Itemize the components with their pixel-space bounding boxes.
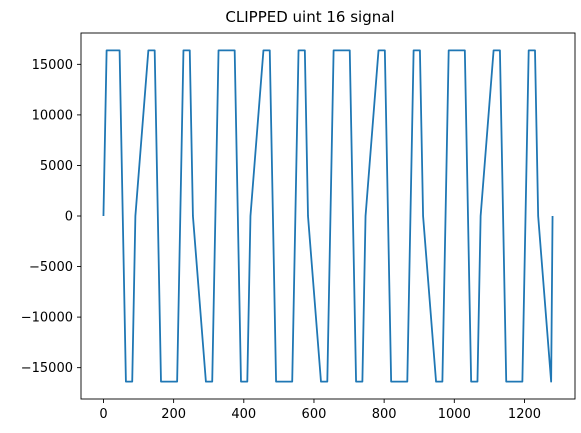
y-tick-label: 15000 [32, 58, 73, 73]
x-tick-label: 1000 [438, 407, 471, 422]
y-tick-label: −5000 [29, 260, 73, 275]
x-tick-label: 400 [231, 407, 256, 422]
x-tick-label: 1200 [508, 407, 541, 422]
axes: 0 200 400 600 800 1000 1200 −15000 −10000 −5000 0 5… [21, 32, 576, 422]
y-tick-label: −10000 [21, 311, 73, 326]
x-tick-label: 0 [99, 407, 107, 422]
y-tick-label: −15000 [21, 361, 73, 376]
y-tick-label: 0 [65, 210, 73, 225]
x-tick-label: 800 [372, 407, 397, 422]
y-tick-label: 5000 [40, 159, 73, 174]
x-tick-label: 200 [161, 407, 186, 422]
y-tick-label: 10000 [32, 108, 73, 123]
plot-area [102, 49, 554, 383]
chart-title: CLIPPED uint 16 signal [225, 8, 394, 26]
series-line-0 [102, 49, 554, 383]
x-tick-label: 600 [302, 407, 327, 422]
